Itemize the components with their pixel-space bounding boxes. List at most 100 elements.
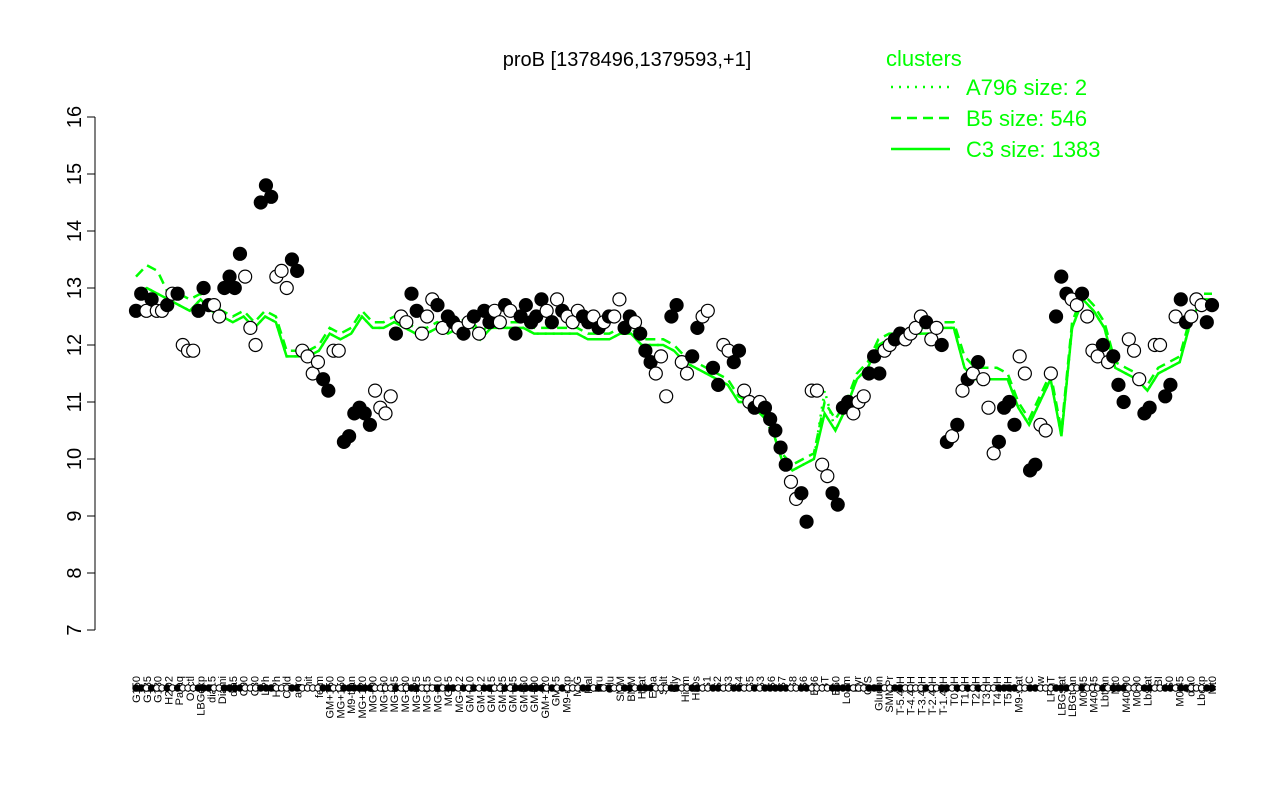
data-point bbox=[383, 389, 398, 404]
data-point bbox=[1028, 457, 1043, 472]
series-lines bbox=[135, 263, 1212, 472]
data-point bbox=[664, 309, 679, 324]
data-point bbox=[284, 252, 300, 267]
y-tick-label: 8 bbox=[64, 567, 86, 578]
data-point bbox=[950, 417, 965, 432]
data-point bbox=[773, 440, 788, 455]
data-point bbox=[633, 326, 648, 341]
legend-entry-label: C3 size: 1383 bbox=[966, 137, 1101, 162]
data-point bbox=[144, 292, 159, 307]
data-point bbox=[1007, 417, 1022, 432]
data-point bbox=[1126, 343, 1142, 358]
data-point bbox=[368, 383, 383, 398]
data-point bbox=[1199, 315, 1214, 330]
data-point bbox=[1158, 389, 1173, 404]
data-point bbox=[856, 389, 871, 404]
data-point bbox=[757, 400, 773, 415]
data-point bbox=[1173, 292, 1188, 307]
data-point bbox=[778, 457, 793, 472]
data-point bbox=[186, 343, 201, 358]
data-point bbox=[820, 469, 835, 484]
data-point bbox=[783, 474, 799, 489]
data-point bbox=[1074, 286, 1090, 301]
y-axis: 7 8 9 10 11 12 13 14 15 16 bbox=[64, 106, 96, 636]
legend-entry-label: B5 size: 546 bbox=[966, 106, 1087, 131]
data-point bbox=[1038, 423, 1053, 438]
data-point bbox=[705, 360, 721, 375]
data-point bbox=[331, 343, 346, 358]
data-point bbox=[290, 263, 305, 278]
data-point bbox=[1132, 372, 1147, 387]
data-point bbox=[248, 337, 263, 353]
data-point bbox=[492, 315, 507, 330]
data-point bbox=[1184, 309, 1199, 324]
data-point bbox=[212, 309, 227, 324]
data-point bbox=[1095, 337, 1110, 353]
x-tick-label: Glucon bbox=[873, 676, 885, 711]
data-point bbox=[955, 383, 970, 398]
legend: clusters A796 size: 2 B5 size: 546 C3 size… bbox=[886, 46, 1101, 162]
data-point bbox=[388, 326, 404, 341]
data-point bbox=[981, 400, 996, 415]
data-point bbox=[929, 320, 944, 335]
data-point bbox=[1152, 337, 1168, 353]
data-point bbox=[508, 326, 523, 341]
data-point bbox=[1043, 366, 1058, 381]
data-point bbox=[471, 326, 487, 341]
data-point bbox=[222, 269, 237, 284]
data-point bbox=[1054, 269, 1069, 284]
data-point bbox=[1121, 332, 1136, 347]
x-tick-label: T0.0H bbox=[949, 676, 961, 706]
data-point bbox=[196, 280, 211, 296]
x-tick-label: Lbtran bbox=[1099, 676, 1111, 707]
data-point bbox=[1012, 349, 1027, 364]
data-point bbox=[160, 298, 175, 313]
data-point bbox=[991, 434, 1006, 449]
series-line bbox=[135, 263, 1212, 467]
y-tick-label: 15 bbox=[64, 163, 86, 185]
data-point bbox=[700, 303, 715, 318]
data-point bbox=[357, 406, 372, 421]
data-point bbox=[1069, 298, 1084, 313]
data-point bbox=[430, 298, 445, 313]
y-tick-label: 11 bbox=[64, 392, 86, 413]
data-point bbox=[227, 280, 242, 296]
data-point bbox=[1116, 394, 1131, 410]
data-point bbox=[669, 298, 684, 313]
y-tick-label: 12 bbox=[64, 334, 86, 356]
data-point bbox=[342, 429, 357, 444]
data-point bbox=[846, 406, 861, 421]
data-point bbox=[362, 417, 378, 432]
data-point bbox=[539, 303, 554, 318]
data-point bbox=[679, 366, 695, 381]
data-point bbox=[258, 178, 274, 193]
data-point bbox=[825, 486, 840, 501]
x-tick-label: BI bbox=[1153, 676, 1165, 686]
data-point bbox=[815, 457, 830, 472]
data-point bbox=[638, 343, 653, 358]
data-point bbox=[232, 246, 248, 261]
x-tick-label: nit bbox=[303, 676, 315, 688]
y-tick-label: 9 bbox=[64, 510, 86, 521]
data-point bbox=[976, 372, 991, 387]
data-point bbox=[1204, 298, 1220, 313]
chart-title: proB [1378496,1379593,+1] bbox=[503, 49, 752, 71]
data-point bbox=[310, 355, 326, 370]
data-point bbox=[279, 280, 294, 296]
y-tick-label: 14 bbox=[64, 220, 86, 242]
data-point bbox=[170, 286, 185, 301]
data-point bbox=[1106, 349, 1121, 364]
data-point bbox=[274, 263, 289, 278]
data-point bbox=[794, 486, 809, 501]
data-point bbox=[1080, 309, 1095, 324]
data-point bbox=[1017, 366, 1032, 381]
y-tick-label: 10 bbox=[64, 448, 86, 470]
data-point bbox=[711, 377, 726, 392]
data-point bbox=[799, 514, 814, 529]
data-points bbox=[128, 178, 1220, 529]
data-point bbox=[607, 309, 622, 324]
data-point bbox=[264, 189, 279, 204]
data-point bbox=[970, 355, 986, 370]
y-tick-label: 7 bbox=[64, 624, 86, 635]
